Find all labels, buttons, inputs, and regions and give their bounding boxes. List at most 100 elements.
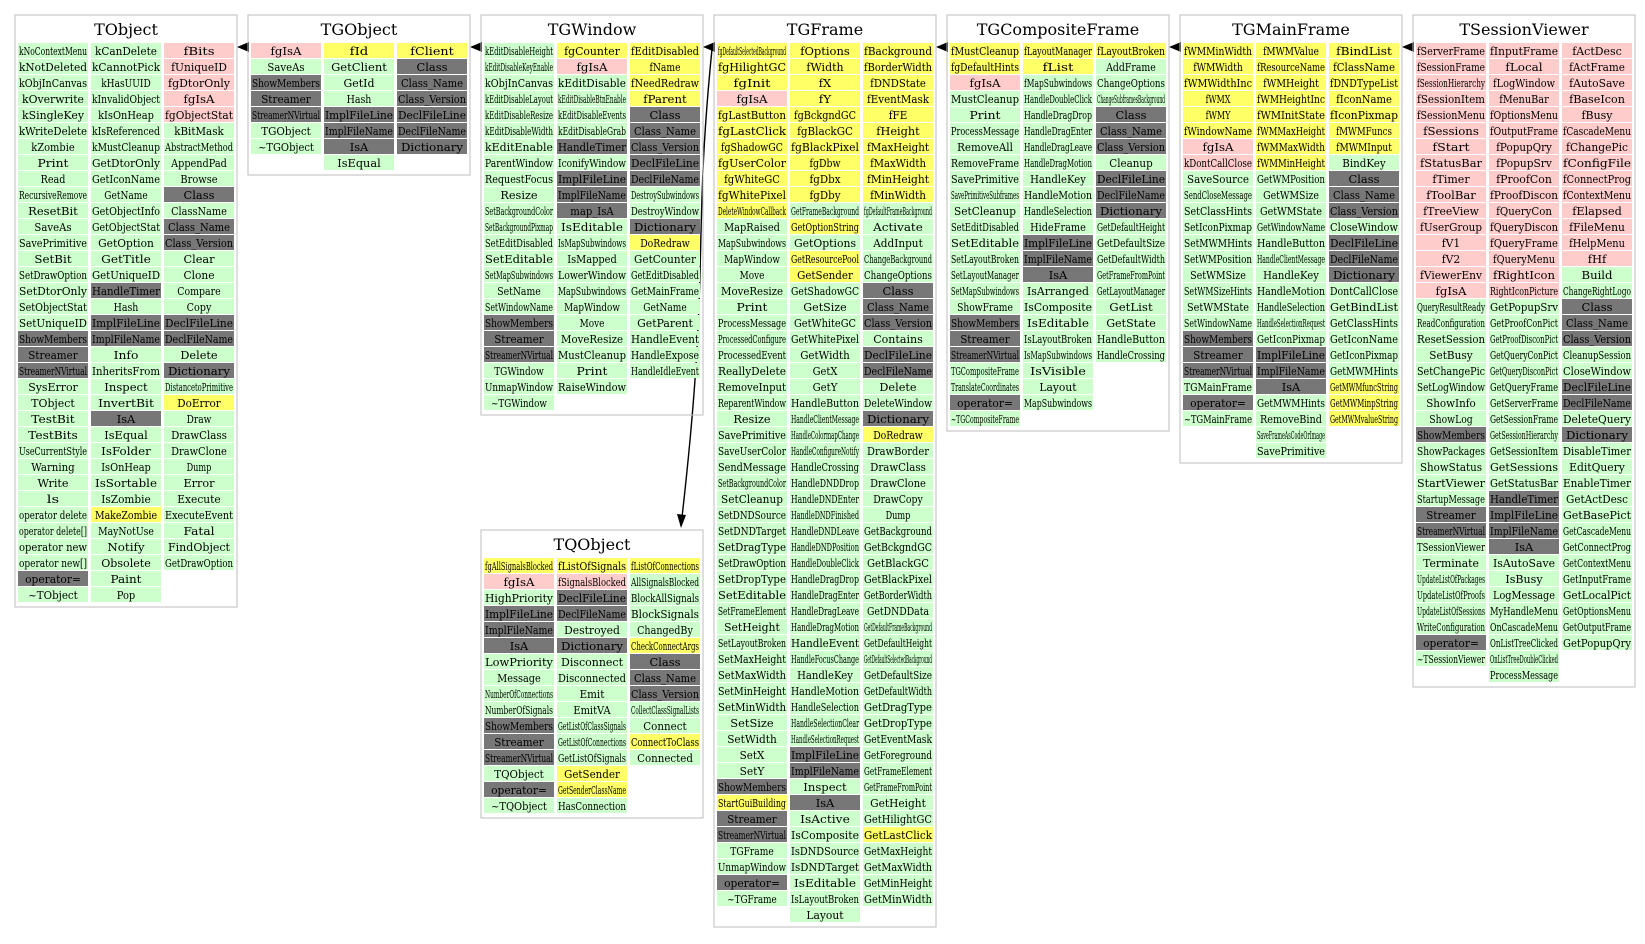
member-cell[interactable]: fSessionFrame	[1416, 59, 1486, 74]
member-cell[interactable]: HandleDragEnter	[1023, 123, 1093, 138]
member-cell[interactable]: OnListTreeDoubleClicked	[1489, 651, 1559, 666]
member-cell[interactable]: GetListOfSignals	[557, 750, 627, 765]
member-cell[interactable]: GetMinHeight	[863, 875, 933, 890]
member-cell[interactable]: fgLastButton	[717, 107, 787, 122]
member-cell[interactable]: kEditDisableLayout	[484, 91, 554, 106]
member-cell[interactable]: GetName	[630, 299, 700, 314]
member-cell[interactable]: fFE	[863, 107, 933, 122]
member-cell[interactable]: Dump	[164, 459, 234, 474]
member-cell[interactable]: DontCallClose	[1329, 283, 1399, 298]
member-cell[interactable]: fgBlackPixel	[790, 139, 860, 154]
member-cell[interactable]: HandleIdleEvent	[630, 363, 700, 378]
member-cell[interactable]: GetResourcePool	[790, 251, 860, 266]
member-cell[interactable]: fgIsA	[717, 91, 787, 106]
member-cell[interactable]: SetMaxHeight	[717, 651, 787, 666]
member-cell[interactable]: fgIsA	[251, 43, 321, 58]
member-cell[interactable]: StreamerNVirtual	[18, 363, 88, 378]
member-cell[interactable]: IsZombie	[91, 491, 161, 506]
member-cell[interactable]: SetWMSizeHints	[1183, 283, 1253, 298]
member-cell[interactable]: Streamer	[484, 734, 554, 749]
member-cell[interactable]: OnListTreeClicked	[1489, 635, 1559, 650]
member-cell[interactable]: DeclFileName	[1329, 251, 1399, 266]
member-cell[interactable]: Streamer	[18, 347, 88, 362]
member-cell[interactable]: kHasUUID	[91, 75, 161, 90]
member-cell[interactable]: TSessionViewer	[1416, 539, 1486, 554]
member-cell[interactable]: TGObject	[251, 123, 321, 138]
member-cell[interactable]: StreamerNVirtual	[950, 347, 1020, 362]
member-cell[interactable]: fgDefaultFrameBackground	[863, 203, 933, 218]
member-cell[interactable]: ChangeOptions	[1096, 75, 1166, 90]
member-cell[interactable]: SavePrimitive	[950, 171, 1020, 186]
member-cell[interactable]: fIconPixmap	[1329, 107, 1399, 122]
member-cell[interactable]: HandleKey	[790, 667, 860, 682]
member-cell[interactable]: IsOnHeap	[91, 459, 161, 474]
member-cell[interactable]: GetWindowName	[1256, 219, 1326, 234]
member-cell[interactable]: HandleDragLeave	[790, 603, 860, 618]
member-cell[interactable]: fOptionsMenu	[1489, 107, 1559, 122]
member-cell[interactable]: SetY	[717, 763, 787, 778]
member-cell[interactable]: GetSessionItem	[1489, 443, 1559, 458]
member-cell[interactable]: HandleButton	[790, 395, 860, 410]
member-cell[interactable]: kMustCleanup	[91, 139, 161, 154]
member-cell[interactable]: GetPopupQry	[1562, 635, 1632, 650]
member-cell[interactable]: fDNDTypeList	[1329, 75, 1399, 90]
class-box-tgcompositeframe[interactable]: TGCompositeFramefMustCleanupfgDefaultHin…	[946, 14, 1170, 432]
member-cell[interactable]: Dictionary	[1562, 427, 1632, 442]
member-cell[interactable]: TranslateCoordinates	[950, 379, 1020, 394]
member-cell[interactable]: Class_Name	[164, 219, 234, 234]
member-cell[interactable]: ExecuteEvent	[164, 507, 234, 522]
member-cell[interactable]: AppendPad	[164, 155, 234, 170]
member-cell[interactable]: GetIconPixmap	[1329, 347, 1399, 362]
member-cell[interactable]: DeclFileName	[863, 363, 933, 378]
member-cell[interactable]: SetMinHeight	[717, 683, 787, 698]
member-cell[interactable]: DistancetoPrimitive	[164, 379, 234, 394]
member-cell[interactable]: fSessionItem	[1416, 91, 1486, 106]
member-cell[interactable]: Print	[950, 107, 1020, 122]
member-cell[interactable]: kIsOnHeap	[91, 107, 161, 122]
member-cell[interactable]: ChangeRightLogo	[1562, 283, 1632, 298]
member-cell[interactable]: HandleDragMotion	[1023, 155, 1093, 170]
member-cell[interactable]: GetMWMHints	[1329, 363, 1399, 378]
member-cell[interactable]: kIsReferenced	[91, 123, 161, 138]
member-cell[interactable]: ShowMembers	[484, 718, 554, 733]
member-cell[interactable]: fgDefaultHints	[950, 59, 1020, 74]
member-cell[interactable]: Connect	[630, 718, 700, 733]
member-cell[interactable]: ReallyDelete	[717, 363, 787, 378]
member-cell[interactable]: operator=	[717, 875, 787, 890]
member-cell[interactable]: SetBit	[18, 251, 88, 266]
member-cell[interactable]: CheckConnectArgs	[630, 638, 700, 653]
member-cell[interactable]: GetY	[790, 379, 860, 394]
member-cell[interactable]: GetQueryFrame	[1489, 379, 1559, 394]
member-cell[interactable]: DrawBorder	[863, 443, 933, 458]
member-cell[interactable]: Class_Version	[164, 235, 234, 250]
class-box-tsessionviewer[interactable]: TSessionViewerfServerFramefSessionFramef…	[1412, 14, 1636, 688]
member-cell[interactable]: Read	[18, 171, 88, 186]
member-cell[interactable]: fLogWindow	[1489, 75, 1559, 90]
member-cell[interactable]: IsA	[484, 638, 554, 653]
member-cell[interactable]: StartGuiBuilding	[717, 795, 787, 810]
member-cell[interactable]: Hash	[324, 91, 394, 106]
member-cell[interactable]: HandleMotion	[790, 683, 860, 698]
member-cell[interactable]: fgDbx	[790, 171, 860, 186]
class-box-tqobject[interactable]: TQObjectfgAllSignalsBlockedfgIsAHighPrio…	[480, 529, 704, 819]
member-cell[interactable]: fWMInitState	[1256, 107, 1326, 122]
member-cell[interactable]: fQueryFrame	[1489, 235, 1559, 250]
member-cell[interactable]: HandleDNDPosition	[790, 539, 860, 554]
member-cell[interactable]: fViewerEnv	[1416, 267, 1486, 282]
member-cell[interactable]: GetWMSize	[1256, 187, 1326, 202]
member-cell[interactable]: SetLayoutManager	[950, 267, 1020, 282]
member-cell[interactable]: MapSubwindows	[557, 283, 627, 298]
member-cell[interactable]: Class_Name	[1562, 315, 1632, 330]
member-cell[interactable]: UseCurrentStyle	[18, 443, 88, 458]
member-cell[interactable]: fActDesc	[1562, 43, 1632, 58]
member-cell[interactable]: StreamerNVirtual	[1416, 523, 1486, 538]
member-cell[interactable]: GetWMPosition	[1256, 171, 1326, 186]
member-cell[interactable]: Compare	[164, 283, 234, 298]
member-cell[interactable]: kDontCallClose	[1183, 155, 1253, 170]
member-cell[interactable]: fWMWidthInc	[1183, 75, 1253, 90]
member-cell[interactable]: GetFrameElement	[863, 763, 933, 778]
member-cell[interactable]: MoveResize	[717, 283, 787, 298]
member-cell[interactable]: SetX	[717, 747, 787, 762]
member-cell[interactable]: Move	[717, 267, 787, 282]
member-cell[interactable]: fgHilightGC	[717, 59, 787, 74]
